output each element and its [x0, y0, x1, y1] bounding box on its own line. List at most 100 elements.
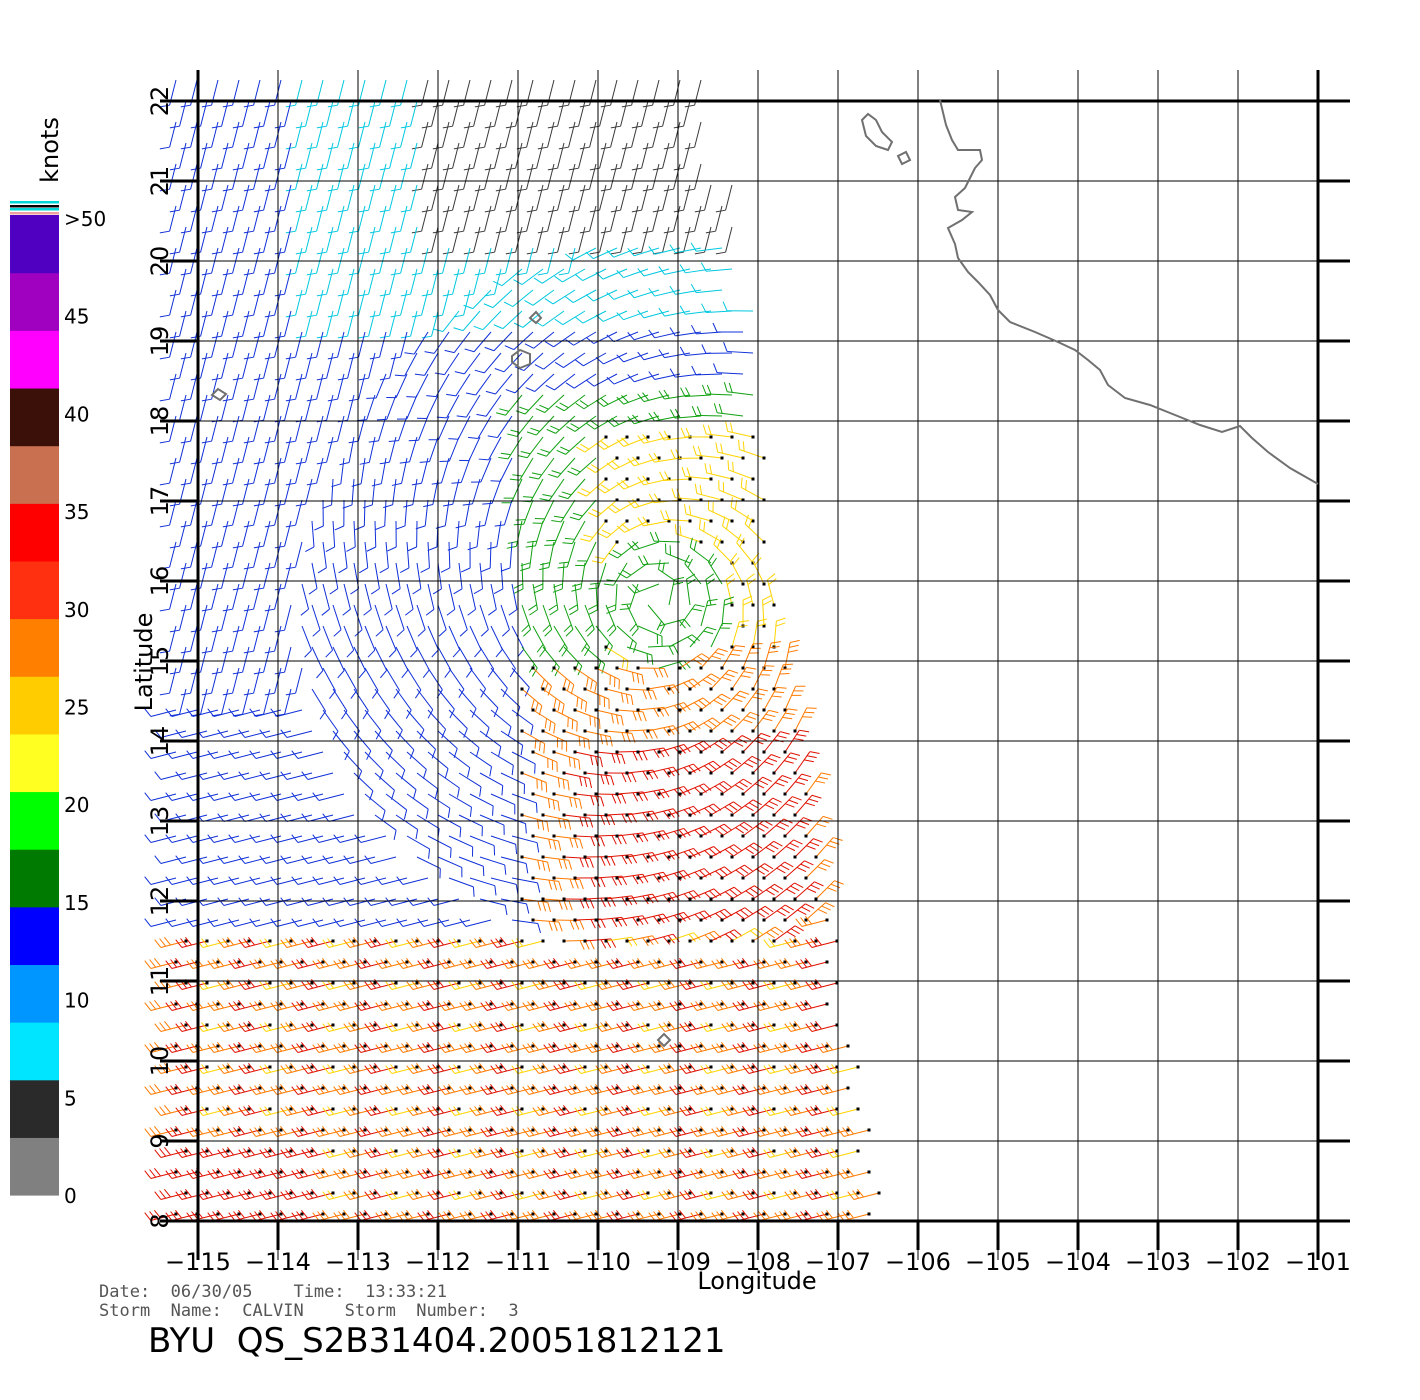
wind-barb	[568, 226, 586, 255]
wind-barb	[396, 957, 430, 969]
wind-barb	[774, 1125, 808, 1137]
wind-barb	[243, 163, 261, 192]
wind-barb	[709, 801, 742, 817]
wind-barb	[264, 205, 282, 234]
wind-barb	[648, 1041, 682, 1053]
wind-barb	[270, 834, 303, 843]
wind-barb	[169, 688, 187, 717]
wind-barb	[669, 1167, 703, 1179]
wind-barb	[479, 898, 508, 916]
wind-barb	[710, 623, 733, 648]
wind-barb	[406, 709, 425, 739]
wind-barb	[522, 1209, 556, 1221]
wind-barb	[484, 268, 502, 297]
colorbar-segment	[10, 676, 59, 735]
wind-barb	[469, 793, 494, 816]
wind-barb	[720, 821, 753, 838]
wind-barb	[159, 205, 177, 234]
wind-barb	[337, 268, 355, 297]
wind-barb	[201, 79, 219, 108]
wind-barb	[804, 902, 835, 922]
wind-barb	[487, 415, 513, 439]
wind-barb	[180, 667, 198, 696]
wind-barb	[406, 835, 431, 859]
wind-barb	[232, 394, 250, 423]
wind-barb	[607, 498, 640, 514]
wind-barb	[295, 478, 313, 507]
wind-barb	[165, 834, 198, 843]
wind-barb	[390, 121, 408, 150]
wind-barb	[534, 352, 565, 370]
wind-barb	[419, 436, 439, 463]
wind-barb	[416, 688, 434, 719]
wind-barb	[144, 1041, 178, 1053]
wind-barb	[625, 687, 657, 700]
wind-barb	[312, 918, 345, 927]
wind-barb	[144, 1083, 178, 1095]
wind-barb	[762, 775, 792, 796]
wind-barb	[742, 1062, 776, 1074]
wind-barb	[438, 1083, 472, 1095]
wind-barb	[539, 541, 555, 571]
wind-barb	[201, 121, 219, 150]
wind-barb	[411, 457, 429, 486]
wind-barb	[175, 1062, 209, 1074]
wind-barb	[333, 834, 366, 843]
wind-barb	[416, 604, 426, 637]
wind-barb	[280, 771, 313, 780]
wind-barb	[637, 625, 663, 647]
lat-tick-label: 9	[146, 1133, 174, 1148]
wind-barb	[333, 1167, 367, 1179]
wind-barb	[500, 646, 516, 678]
wind-barb	[396, 918, 429, 927]
wind-barb	[207, 1125, 241, 1137]
wind-barb	[679, 1146, 713, 1158]
wind-barb	[637, 434, 671, 444]
lat-tick-label: 8	[146, 1213, 174, 1228]
wind-barb	[511, 1190, 545, 1200]
wind-barb	[720, 864, 753, 880]
wind-barb	[358, 541, 369, 574]
wind-barb	[259, 1146, 293, 1158]
wind-barb	[228, 957, 262, 969]
wind-barb	[543, 1209, 577, 1221]
wind-barb	[274, 352, 292, 381]
wind-barb	[438, 1041, 472, 1053]
wind-barb	[369, 121, 387, 150]
wind-barb	[738, 439, 766, 460]
wind-barb	[238, 855, 271, 864]
wind-barb	[490, 625, 503, 658]
wind-barb	[243, 415, 261, 444]
wind-barb	[312, 834, 345, 843]
wind-barb	[647, 645, 679, 655]
wind-barb	[521, 604, 532, 637]
wind-barb	[196, 1188, 230, 1200]
wind-barb	[479, 730, 502, 757]
wind-barb	[649, 531, 681, 543]
wind-barb	[699, 737, 732, 754]
wind-barb	[783, 903, 815, 922]
lat-tick-label: 10	[146, 1046, 174, 1077]
wind-barb	[575, 352, 607, 367]
wind-barb	[847, 1188, 881, 1200]
wind-barb	[144, 918, 177, 927]
wind-barb	[804, 772, 831, 796]
wind-barb	[520, 687, 543, 716]
wind-barb	[751, 709, 779, 733]
wind-barb	[616, 1062, 650, 1074]
wind-barb	[396, 1167, 430, 1179]
wind-barb	[364, 855, 397, 864]
colorbar-segment	[10, 215, 59, 274]
wind-barb	[616, 1104, 650, 1116]
wind-barb	[595, 310, 628, 322]
wind-barb	[253, 268, 271, 297]
wind-barb	[406, 897, 439, 906]
wind-barb	[274, 604, 292, 633]
wind-barb	[317, 541, 327, 574]
wind-barb	[816, 1209, 850, 1221]
wind-barb	[573, 708, 601, 729]
wind-barb	[253, 352, 271, 381]
wind-barb	[201, 541, 219, 570]
wind-barb	[327, 415, 345, 444]
wind-barb	[558, 205, 576, 234]
